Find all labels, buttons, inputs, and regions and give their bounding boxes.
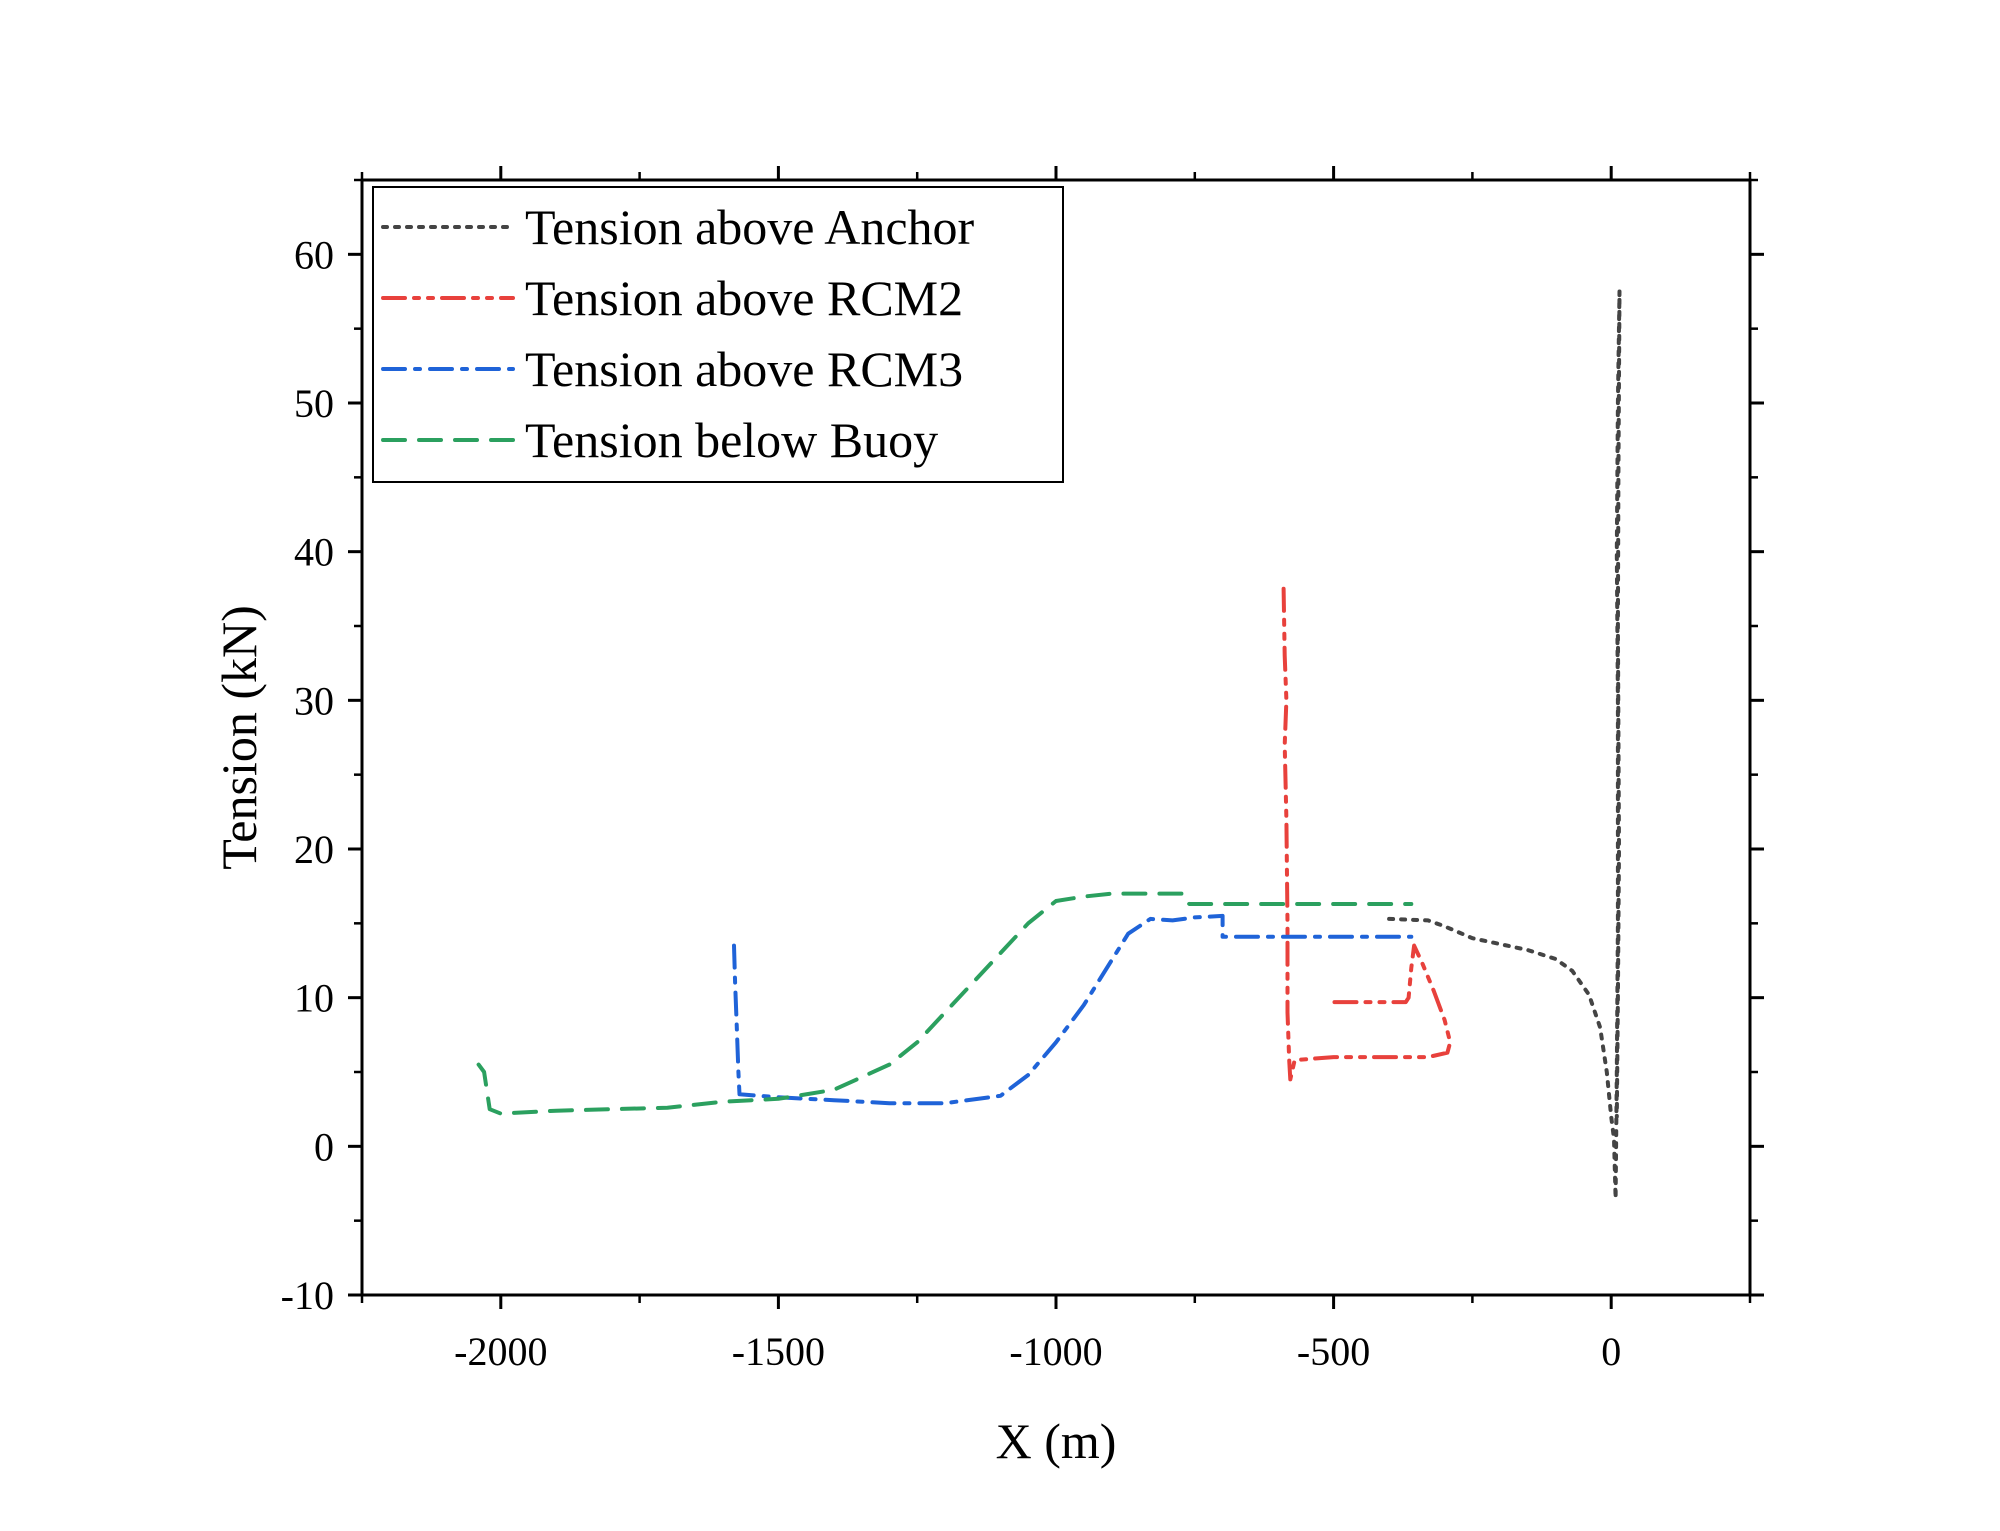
legend-box [372,186,1064,483]
series-line-4 [476,891,1414,1116]
legend-label-3: Tension above RCM3 [525,341,963,397]
x-axis-title: X (m) [996,1413,1117,1469]
y-tick-label: 60 [294,232,334,277]
series-line-3 [732,913,1414,1106]
y-tick-label: 20 [294,827,334,872]
y-tick-label: 50 [294,381,334,426]
plot-series-layer [476,289,1622,1201]
series-line-2 [1281,586,1453,1082]
y-axis-title: Tension (kN) [211,605,267,870]
x-tick-label: -1000 [1009,1329,1102,1374]
x-tick-label: -2000 [454,1329,547,1374]
ticks-layer: -2000 -1500 -1000 -500 0 -10 0 10 20 30 40 50 60 [281,166,1764,1374]
legend: Tension above Anchor Tension above RCM2 Te… [372,186,1064,483]
y-tick-label: 10 [294,976,334,1021]
x-tick-label: -1500 [732,1329,825,1374]
x-tick-label: 0 [1601,1329,1621,1374]
y-tick-label: -10 [281,1273,334,1318]
legend-label-1: Tension above Anchor [525,199,975,255]
y-tick-label: 40 [294,530,334,575]
legend-label-4: Tension below Buoy [525,412,938,468]
y-tick-label: 0 [314,1124,334,1169]
y-tick-label: 30 [294,678,334,723]
legend-label-2: Tension above RCM2 [525,270,963,326]
x-tick-label: -500 [1297,1329,1370,1374]
